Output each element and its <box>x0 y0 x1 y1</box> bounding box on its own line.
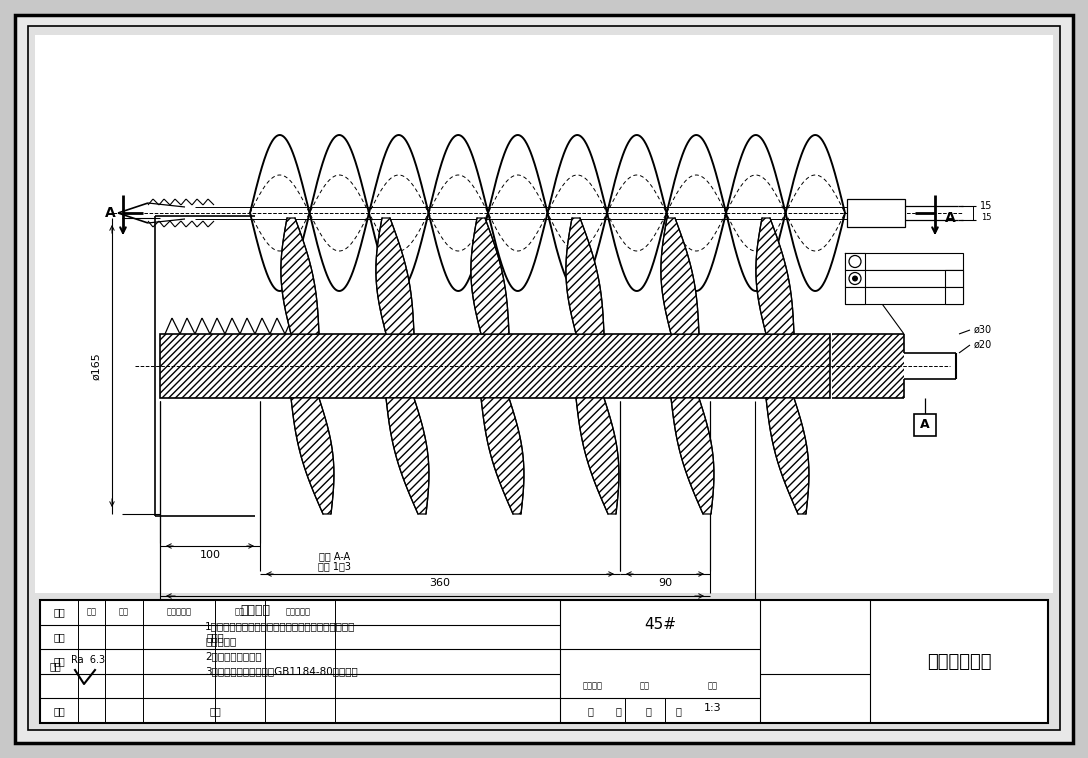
Polygon shape <box>375 218 415 334</box>
Bar <box>845 253 963 270</box>
Polygon shape <box>766 398 809 514</box>
Text: 审核: 审核 <box>53 656 65 666</box>
Text: 面的缺陷。: 面的缺陷。 <box>205 636 236 646</box>
Bar <box>845 287 865 304</box>
Text: 技术要求: 技术要求 <box>240 603 270 616</box>
Bar <box>845 270 865 287</box>
Text: 360: 360 <box>430 578 450 588</box>
Text: A: A <box>950 274 957 283</box>
Text: 第: 第 <box>645 706 651 716</box>
Text: 分区: 分区 <box>119 608 129 617</box>
Bar <box>914 414 936 436</box>
Text: 重量: 重量 <box>640 681 650 691</box>
Polygon shape <box>576 398 619 514</box>
Text: 批准: 批准 <box>209 706 221 716</box>
Bar <box>40 600 1048 723</box>
Bar <box>832 334 904 398</box>
Polygon shape <box>281 218 319 334</box>
Polygon shape <box>566 218 604 334</box>
Bar <box>846 199 905 227</box>
Text: 更改文件号: 更改文件号 <box>166 608 191 617</box>
Text: 其余: 其余 <box>49 661 61 671</box>
Text: 100: 100 <box>199 550 221 560</box>
Polygon shape <box>386 398 429 514</box>
Text: A: A <box>920 418 930 431</box>
Text: 标记: 标记 <box>53 607 65 617</box>
Text: 1:3: 1:3 <box>704 703 721 713</box>
Polygon shape <box>471 218 509 334</box>
Text: 550: 550 <box>424 600 445 610</box>
Polygon shape <box>756 218 794 334</box>
Text: 2、去除毛刷飞边。: 2、去除毛刷飞边。 <box>205 651 261 661</box>
Text: 阶段标记: 阶段标记 <box>582 681 603 691</box>
Text: 0.025 A: 0.025 A <box>891 290 929 300</box>
Text: 比例 1：3: 比例 1：3 <box>319 561 351 571</box>
Text: 设计: 设计 <box>53 632 65 642</box>
Text: 90: 90 <box>658 578 672 588</box>
Text: 标准化: 标准化 <box>207 632 224 642</box>
Text: ø20: ø20 <box>974 340 992 350</box>
Text: 张: 张 <box>615 706 621 716</box>
Text: 工艺: 工艺 <box>53 706 65 716</box>
Polygon shape <box>481 398 524 514</box>
Polygon shape <box>671 398 714 514</box>
Text: A: A <box>104 206 115 220</box>
Text: 签名: 签名 <box>235 608 245 617</box>
Circle shape <box>852 275 858 281</box>
Bar <box>160 334 830 398</box>
Text: ø30: ø30 <box>974 325 992 335</box>
Text: 45#: 45# <box>644 617 676 632</box>
Bar <box>945 270 963 287</box>
Bar <box>945 287 963 304</box>
Text: 共: 共 <box>588 706 593 716</box>
Text: A: A <box>950 290 957 300</box>
Bar <box>845 270 963 287</box>
Text: 剖面 A-A: 剖面 A-A <box>320 551 350 561</box>
Bar <box>35 35 1053 593</box>
Text: A: A <box>944 211 955 225</box>
Text: 0.025 A: 0.025 A <box>891 274 929 283</box>
Text: Ra  6.3: Ra 6.3 <box>71 655 106 665</box>
Text: 595: 595 <box>447 620 468 630</box>
Text: ø165: ø165 <box>91 352 101 380</box>
Polygon shape <box>290 398 334 514</box>
Text: 15: 15 <box>980 201 992 211</box>
Text: /: / <box>853 289 857 302</box>
Bar <box>845 253 865 270</box>
Text: 诏旋挖土装置: 诏旋挖土装置 <box>927 653 991 671</box>
Polygon shape <box>660 218 698 334</box>
Text: 0.01: 0.01 <box>900 256 920 267</box>
Text: 张: 张 <box>675 706 681 716</box>
Text: 年、月、日: 年、月、日 <box>285 608 310 617</box>
Text: 15: 15 <box>980 214 991 223</box>
Text: 处数: 处数 <box>87 608 97 617</box>
Text: 比例: 比例 <box>707 681 717 691</box>
Text: 3、未注形状公差应符合GB1184-80的要求。: 3、未注形状公差应符合GB1184-80的要求。 <box>205 666 358 676</box>
Text: 1、零件加工表面上，不应有划痕、擦伤等损伤零件表: 1、零件加工表面上，不应有划痕、擦伤等损伤零件表 <box>205 621 356 631</box>
Bar <box>160 334 830 398</box>
Bar <box>845 287 963 304</box>
